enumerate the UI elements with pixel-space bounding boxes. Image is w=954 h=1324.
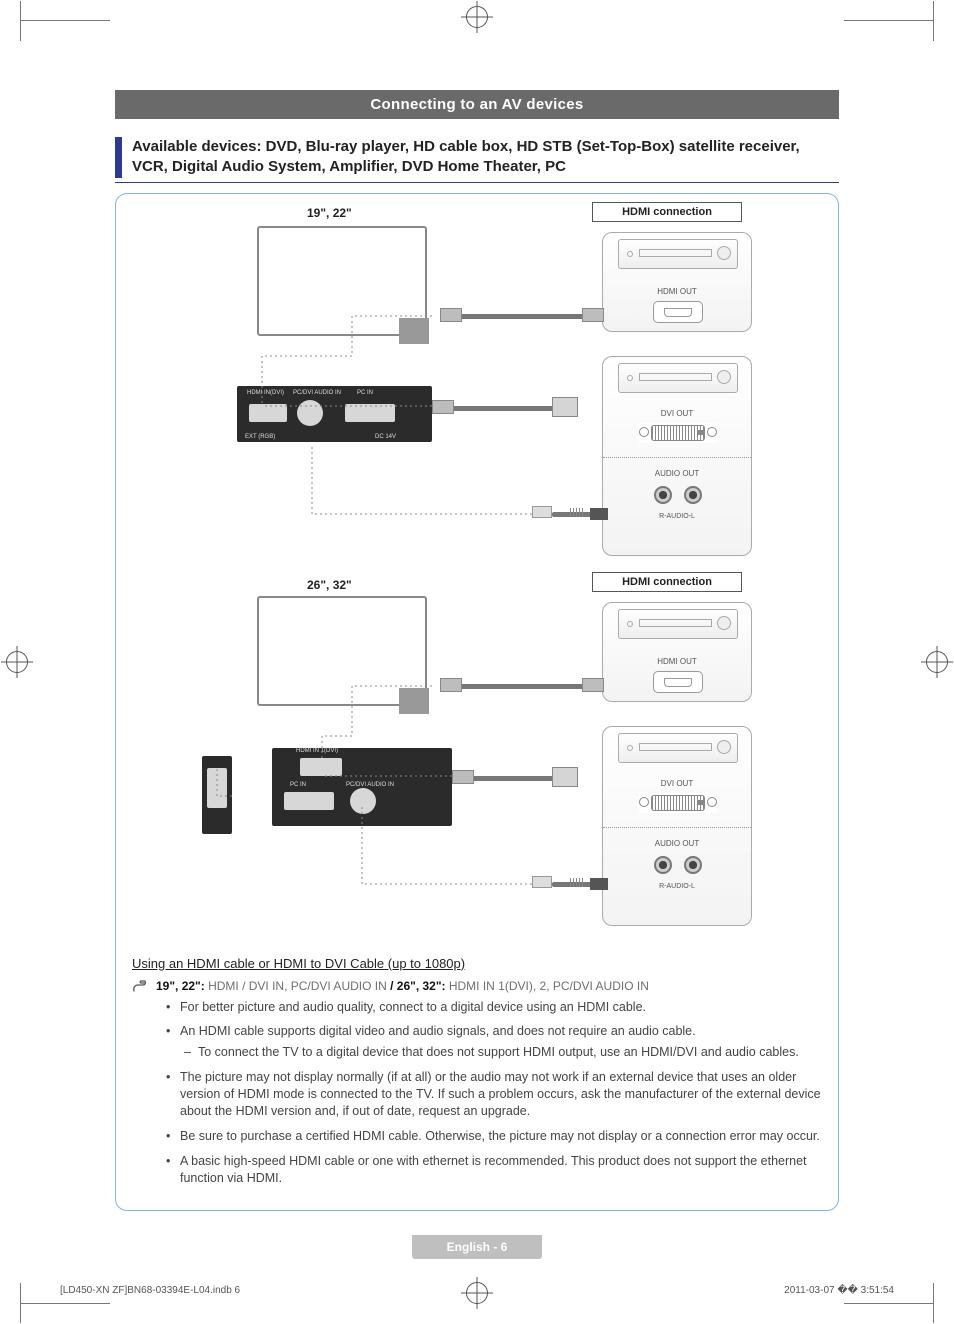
registration-mark-icon [466, 6, 488, 28]
footer-right: 2011-03-07 �� 3:51:54 [784, 1285, 894, 1296]
list-item: For better picture and audio quality, co… [166, 999, 822, 1016]
page-number-pill: English - 6 [412, 1235, 542, 1259]
routing-lines-icon [132, 206, 832, 566]
sub-heading-row: Available devices: DVD, Blu-ray player, … [115, 137, 839, 178]
section-title-bar: Connecting to an AV devices [115, 90, 839, 119]
note-spec-text: 19", 22": HDMI / DVI IN, PC/DVI AUDIO IN… [156, 979, 649, 993]
print-footer: [LD450-XN ZF]BN68-03394E-L04.indb 6 2011… [60, 1285, 894, 1296]
note-spec-line: 19", 22": HDMI / DVI IN, PC/DVI AUDIO IN… [132, 979, 822, 993]
list-item: The picture may not display normally (if… [166, 1069, 822, 1120]
accent-bar [115, 137, 122, 178]
routing-lines-icon [132, 576, 832, 946]
footer-left: [LD450-XN ZF]BN68-03394E-L04.indb 6 [60, 1285, 240, 1296]
list-item: A basic high-speed HDMI cable or one wit… [166, 1153, 822, 1187]
page-number-value: 6 [501, 1240, 508, 1254]
registration-mark-icon [926, 651, 948, 673]
note-hand-icon [132, 979, 150, 993]
registration-mark-icon [6, 651, 28, 673]
sub-heading-rule [115, 182, 839, 183]
page-number-label: English - [447, 1240, 501, 1254]
diagram-card: 19", 22" HDMI connection HDMI IN(DVI) PC… [115, 193, 839, 1212]
list-item: To connect the TV to a digital device th… [184, 1044, 822, 1061]
list-item: An HDMI cable supports digital video and… [166, 1023, 822, 1061]
sub-heading-text: Available devices: DVD, Blu-ray player, … [132, 137, 839, 178]
list-item: Be sure to purchase a certified HDMI cab… [166, 1128, 822, 1145]
page-content: Connecting to an AV devices Available de… [115, 90, 839, 1264]
notes-bullet-list: For better picture and audio quality, co… [166, 999, 822, 1187]
diagram-zone: 19", 22" HDMI connection HDMI IN(DVI) PC… [132, 206, 822, 946]
notes-section-title: Using an HDMI cable or HDMI to DVI Cable… [132, 956, 822, 971]
